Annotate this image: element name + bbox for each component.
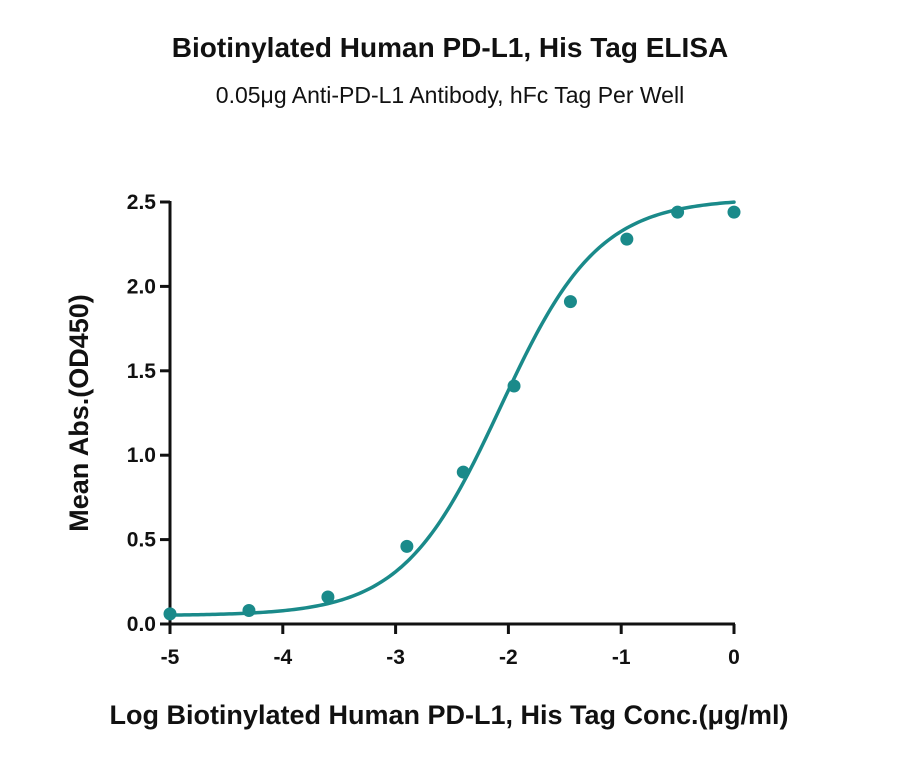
- y-tick-label: 2.5: [127, 191, 157, 214]
- fit-curve-group: [168, 200, 736, 617]
- x-tick-label: 0: [728, 646, 740, 669]
- x-tick-label: -5: [161, 646, 180, 669]
- y-tick-label: 0.0: [127, 613, 156, 636]
- y-tick-label: 1.5: [127, 360, 157, 383]
- chart-title: Biotinylated Human PD-L1, His Tag ELISA: [171, 32, 729, 63]
- data-point: [563, 295, 577, 309]
- x-tick-label: -1: [612, 646, 631, 669]
- x-tick-label: -3: [386, 646, 405, 669]
- y-tick-label: 1.0: [127, 444, 156, 467]
- fit-curve: [168, 200, 736, 617]
- data-point: [727, 205, 741, 219]
- data-point: [400, 539, 414, 553]
- chart-subtitle: 0.05μg Anti-PD-L1 Antibody, hFc Tag Per …: [215, 82, 685, 108]
- data-point: [456, 465, 470, 479]
- data-point: [620, 232, 634, 246]
- data-point: [321, 590, 335, 604]
- y-tick-label: 2.0: [127, 275, 156, 298]
- y-axis-title: Mean Abs.(OD450): [64, 294, 94, 532]
- axes: 0.0 0.5 1.0 1.5 2.0 2.5 -5 -4 -3 -2 -1 0: [127, 191, 740, 669]
- data-point: [507, 379, 521, 393]
- data-points: [163, 205, 741, 621]
- data-point: [242, 603, 256, 617]
- data-point: [671, 205, 685, 219]
- x-axis-title: Log Biotinylated Human PD-L1, His Tag Co…: [109, 700, 788, 730]
- data-point: [163, 607, 177, 621]
- x-tick-label: -4: [273, 646, 292, 669]
- y-tick-label: 0.5: [127, 529, 157, 552]
- x-tick-label: -2: [499, 646, 518, 669]
